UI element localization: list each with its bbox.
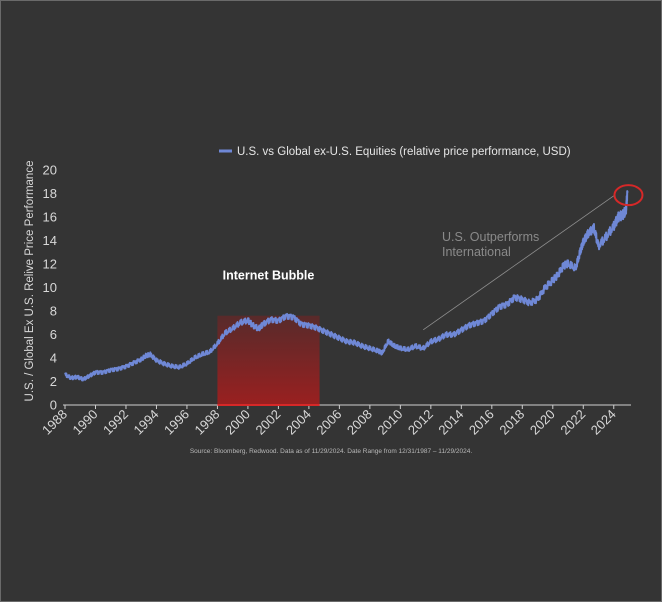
source-note: Source: Bloomberg, Redwood. Data as of 1… <box>190 448 473 455</box>
y-tick-label: 6 <box>50 327 57 342</box>
x-tick-label: 1988 <box>39 407 70 438</box>
y-tick-label: 8 <box>50 304 57 319</box>
x-tick-label: 2012 <box>405 407 436 438</box>
x-axis-ticks: 1988 1990 1992 1994 1996 1998 2000 2002 2004 2006… <box>39 405 619 438</box>
x-tick-label: 1994 <box>131 407 162 438</box>
y-tick-label: 12 <box>43 257 57 272</box>
y-tick-label: 10 <box>43 280 57 295</box>
x-tick-label: 2006 <box>313 407 344 438</box>
x-tick-label: 2008 <box>344 407 375 438</box>
x-tick-label: 2016 <box>466 407 497 438</box>
outperform-label-line1: U.S. Outperforms <box>442 230 539 244</box>
x-tick-label: 2022 <box>557 407 588 438</box>
y-tick-label: 20 <box>43 163 57 178</box>
outperform-label-line2: International <box>442 245 511 259</box>
x-tick-label: 2010 <box>374 407 405 438</box>
x-tick-label: 2020 <box>527 407 558 438</box>
internet-bubble-label: Internet Bubble <box>223 269 315 283</box>
x-tick-label: 2014 <box>435 407 466 438</box>
y-tick-label: 14 <box>43 233 57 248</box>
legend: U.S. vs Global ex-U.S. Equities (relativ… <box>219 146 571 158</box>
y-axis-ticks: 0 2 4 6 8 10 12 14 16 18 20 <box>43 163 57 413</box>
legend-label: U.S. vs Global ex-U.S. Equities (relativ… <box>237 146 571 158</box>
series-group <box>64 190 629 406</box>
x-tick-label: 2024 <box>588 407 619 438</box>
outperform-trend-line <box>422 195 614 331</box>
x-tick-label: 1990 <box>70 407 101 438</box>
y-tick-label: 4 <box>50 351 57 366</box>
x-tick-label: 2004 <box>283 407 314 438</box>
x-tick-label: 2018 <box>496 407 527 438</box>
y-tick-label: 0 <box>50 398 57 413</box>
y-tick-label: 2 <box>50 374 57 389</box>
series-line-us-vs-global <box>64 190 629 382</box>
x-tick-label: 1998 <box>191 407 222 438</box>
latest-value-highlight-circle <box>613 184 644 207</box>
y-tick-label: 18 <box>43 186 57 201</box>
y-axis-title: U.S. / Global Ex U.S. Relive Price Perfo… <box>24 161 36 402</box>
x-tick-label: 2002 <box>252 407 283 438</box>
x-tick-label: 2000 <box>222 407 253 438</box>
y-tick-label: 16 <box>43 210 57 225</box>
x-tick-label: 1992 <box>100 407 131 438</box>
x-tick-label: 1996 <box>161 407 192 438</box>
